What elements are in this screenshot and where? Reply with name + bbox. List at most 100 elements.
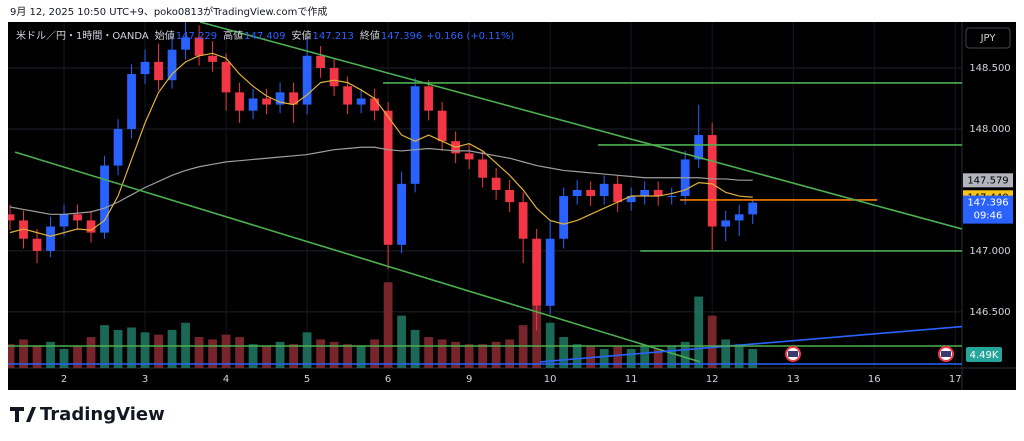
- candle-body: [599, 183, 609, 197]
- x-tick-label: 3: [142, 374, 148, 385]
- y-tick-label: 147.000: [969, 246, 1010, 257]
- candle-body: [154, 61, 163, 81]
- candle-body: [167, 49, 177, 81]
- candle-body: [586, 189, 596, 197]
- volume-bar: [329, 341, 339, 368]
- moving-average: [9, 52, 753, 237]
- candle-body: [653, 189, 663, 197]
- candle-body: [410, 86, 420, 184]
- candle-body: [343, 86, 352, 105]
- volume-bar: [572, 344, 582, 368]
- candle-body: [59, 214, 69, 227]
- volume-bar: [734, 344, 744, 368]
- price-label: 147.396: [967, 198, 1008, 209]
- candle-body: [518, 202, 528, 239]
- volume-bar: [8, 344, 15, 368]
- currency-button[interactable]: [965, 27, 1011, 49]
- volume-bar: [437, 339, 447, 368]
- x-tick-label: 10: [544, 374, 557, 385]
- volume-bar: [86, 337, 96, 368]
- y-tick-label: 146.500: [969, 307, 1010, 318]
- legend-text: 147.409: [244, 31, 285, 42]
- volume-bar: [748, 348, 758, 368]
- volume-label-box: [966, 347, 1002, 362]
- candle-body: [275, 92, 285, 105]
- volume-bar: [248, 344, 258, 368]
- candle-body: [694, 135, 704, 160]
- legend-header: 米ドル／円・1時間・OANDA 始値147.229 高値147.409 安値147.2…: [16, 29, 514, 42]
- event-flag[interactable]: [785, 346, 801, 362]
- price-label-box: [963, 195, 1013, 224]
- candle-body: [194, 37, 204, 56]
- candle-body: [32, 238, 42, 251]
- x-tick-label: 5: [304, 374, 310, 385]
- candle-body: [383, 110, 393, 245]
- candle-body: [532, 238, 542, 306]
- volume-bar: [127, 327, 136, 368]
- candle-body: [113, 128, 123, 166]
- volume-bar: [707, 315, 717, 368]
- volume-bar: [653, 348, 663, 368]
- volume-bar: [154, 334, 163, 368]
- trend-line: [199, 22, 962, 230]
- candle-body: [437, 110, 447, 142]
- x-tick-label: 16: [868, 374, 881, 385]
- volume-bar: [383, 282, 393, 368]
- candle-body: [545, 238, 555, 306]
- volume-bar: [32, 346, 42, 368]
- candle-body: [221, 61, 231, 93]
- volume-bar: [356, 346, 366, 368]
- legend-text: 高値: [223, 29, 243, 42]
- volume-bar: [667, 346, 677, 368]
- brand-logo: [10, 407, 36, 422]
- legend-text: +0.166 (+0.11%): [426, 31, 514, 42]
- x-tick-label: 12: [706, 374, 719, 385]
- candle-body: [424, 86, 434, 111]
- volume-bar: [613, 346, 623, 368]
- x-tick-label: 17: [949, 374, 962, 385]
- volume-bar: [532, 306, 542, 368]
- volume-bar: [424, 337, 434, 368]
- volume-bar: [140, 332, 150, 368]
- volume-bar: [464, 344, 474, 368]
- candle-body: [46, 226, 55, 251]
- volume-bar: [19, 339, 28, 368]
- volume-bar: [302, 332, 312, 368]
- volume-bar: [397, 315, 407, 368]
- trend-line: [14, 151, 701, 363]
- candle-body: [626, 196, 636, 203]
- volume-bar: [370, 339, 379, 368]
- candle-body: [8, 214, 15, 221]
- volume-bar: [194, 337, 204, 368]
- price-label-box: [963, 173, 1013, 188]
- candle-body: [613, 183, 623, 203]
- candle-body: [289, 92, 298, 105]
- event-flag[interactable]: [938, 346, 954, 362]
- legend-text: 147.213: [312, 31, 353, 42]
- candle-body: [208, 55, 217, 62]
- volume-bar: [316, 339, 325, 368]
- volume-bar: [113, 329, 123, 368]
- volume-bar: [694, 296, 704, 368]
- legend-text: 147.396: [381, 31, 422, 42]
- caption: 9月 12, 2025 10:50 UTC+9、poko0813がTrading…: [10, 5, 327, 18]
- volume-label: 4.49K: [970, 350, 999, 361]
- volume-bar: [599, 348, 609, 368]
- volume-bar: [680, 341, 690, 368]
- candle-body: [640, 189, 650, 197]
- volume-bar: [559, 337, 569, 368]
- volume-bar: [73, 346, 82, 368]
- candle-body: [73, 214, 82, 221]
- volume-bar: [59, 348, 69, 368]
- brand: TradingView: [40, 404, 165, 425]
- candle-body: [491, 177, 501, 190]
- candle-body: [721, 220, 731, 227]
- legend-text: 終値: [360, 29, 380, 42]
- y-tick-label: 148.000: [969, 124, 1010, 135]
- trend-line: [539, 325, 962, 363]
- plot-area: [8, 22, 962, 368]
- candle-body: [86, 220, 96, 233]
- volume-bar: [626, 348, 636, 368]
